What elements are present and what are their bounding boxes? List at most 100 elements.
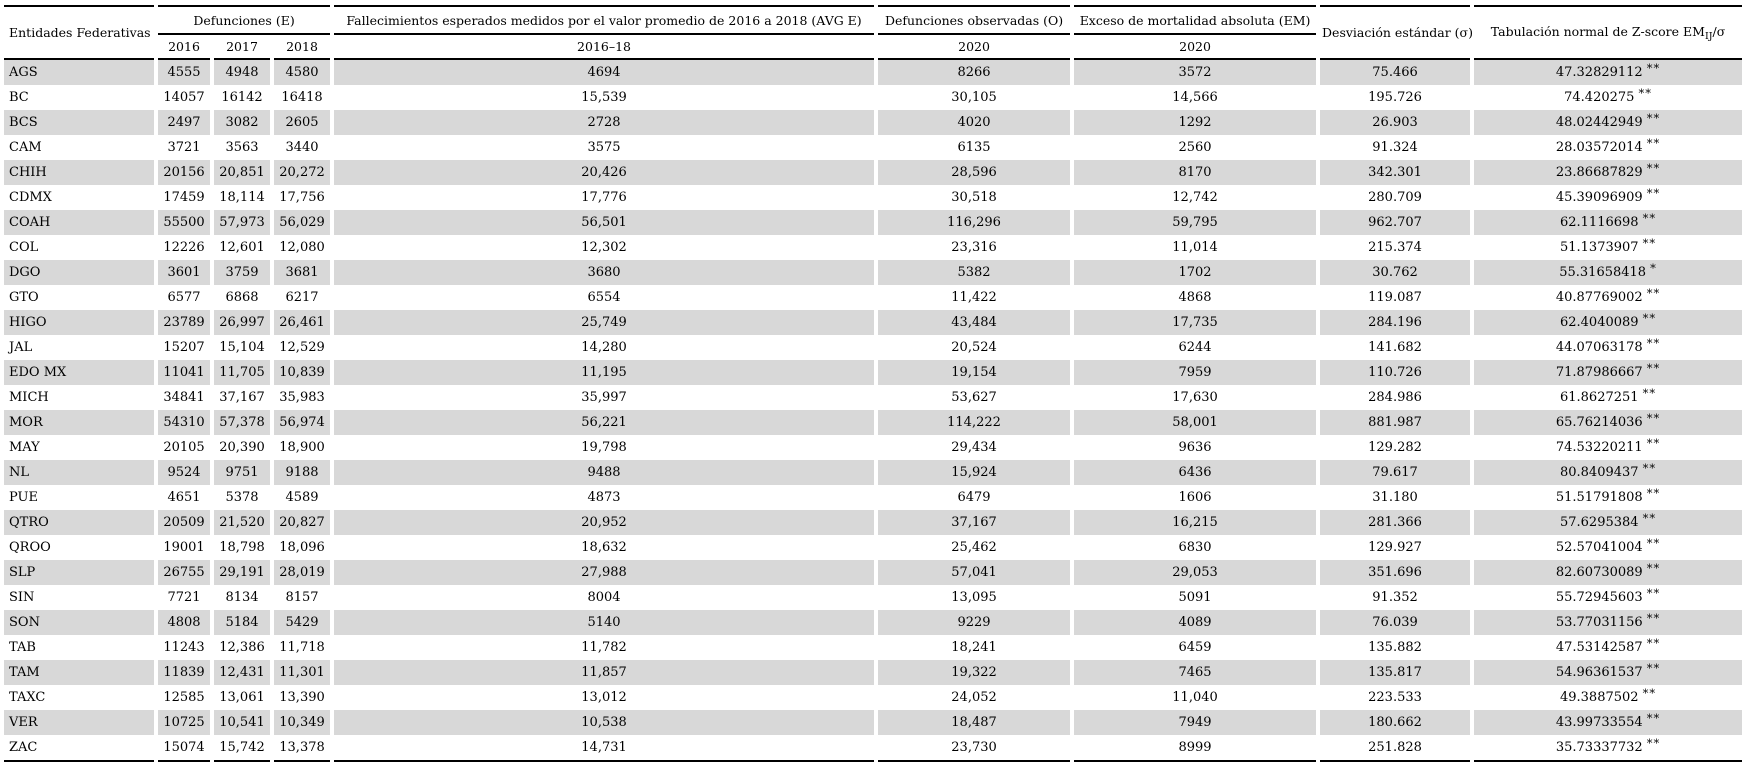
state-cell: TAB xyxy=(9,640,36,655)
excess-mortality-cell: 12,742 xyxy=(1172,190,1218,205)
observed-deaths-cell: 9229 xyxy=(878,610,1071,635)
z-score-cell: 51.1373907 ** xyxy=(1474,235,1742,260)
significance-marker: ** xyxy=(1646,161,1661,175)
deaths-2016-cell: 3721 xyxy=(167,140,201,155)
table-row: BC 14057 16142 16418 15,539 30,105 14,56… xyxy=(4,85,1742,110)
deaths-2016-cell: 2497 xyxy=(158,110,210,135)
significance-marker: ** xyxy=(1646,486,1661,500)
state-cell: BCS xyxy=(4,110,154,135)
subheader-avg-range: 2016–18 xyxy=(334,35,875,60)
observed-deaths-cell: 6135 xyxy=(957,140,991,155)
observed-deaths-cell: 23,730 xyxy=(878,735,1071,762)
excess-mortality-cell: 5091 xyxy=(1178,590,1212,605)
z-score-value: 65.76214036 xyxy=(1555,415,1643,430)
z-score-value: 61.8627251 xyxy=(1559,390,1639,405)
excess-mortality-cell: 4089 xyxy=(1074,610,1317,635)
table-row: MAY 20105 20,390 18,900 19,798 29,434 96… xyxy=(4,435,1742,460)
z-score-header-suffix: /σ xyxy=(1712,23,1726,39)
deaths-2016-cell: 4808 xyxy=(158,610,210,635)
state-cell: MAY xyxy=(9,440,40,455)
table-row: SON 4808 5184 5429 5140 9229 4089 76.039… xyxy=(4,610,1743,635)
state-cell: BC xyxy=(9,90,29,105)
deaths-2016-cell: 15207 xyxy=(163,340,205,355)
table-row: MICH 34841 37,167 35,983 35,997 53,627 1… xyxy=(4,385,1742,410)
state-cell: TAM xyxy=(4,660,154,685)
significance-marker: ** xyxy=(1646,711,1661,725)
table-row: JAL 15207 15,104 12,529 14,280 20,524 62… xyxy=(4,335,1742,360)
expected-avg-cell: 18,632 xyxy=(581,540,627,555)
deaths-2016-cell: 14057 xyxy=(163,90,205,105)
significance-marker: ** xyxy=(1646,61,1661,75)
observed-deaths-cell: 57,041 xyxy=(878,560,1071,585)
z-score-cell: 23.86687829 ** xyxy=(1474,160,1743,185)
significance-marker: ** xyxy=(1646,111,1661,125)
deaths-2017-cell: 3082 xyxy=(214,110,270,135)
z-score-header-subscript: IJ xyxy=(1704,30,1713,42)
z-score-value: 23.86687829 xyxy=(1555,165,1643,180)
deaths-2018-cell: 16418 xyxy=(281,90,323,105)
deaths-2018-cell: 20,272 xyxy=(274,160,331,185)
excess-mortality-cell: 9636 xyxy=(1178,440,1212,455)
excess-mortality-cell: 2560 xyxy=(1178,140,1212,155)
z-score-cell: 71.87986667 ** xyxy=(1474,360,1743,385)
state-cell: GTO xyxy=(9,290,39,305)
z-score-cell: 55.31658418 * xyxy=(1474,260,1743,285)
z-score-cell: 53.77031156 ** xyxy=(1474,610,1743,635)
observed-deaths-cell: 37,167 xyxy=(878,510,1071,535)
state-cell: EDO MX xyxy=(4,360,154,385)
table-row: SLP 26755 29,191 28,019 27,988 57,041 29… xyxy=(4,560,1743,585)
std-deviation-cell: 119.087 xyxy=(1368,290,1422,305)
z-score-value: 62.4040089 xyxy=(1559,315,1639,330)
deaths-2016-cell: 23789 xyxy=(158,310,210,335)
state-cell: QTRO xyxy=(4,510,154,535)
observed-deaths-cell: 29,434 xyxy=(951,440,997,455)
deaths-2017-cell: 12,431 xyxy=(214,660,270,685)
significance-marker: ** xyxy=(1646,611,1661,625)
observed-deaths-cell: 23,316 xyxy=(951,240,997,255)
z-score-cell: 80.8409437 ** xyxy=(1474,460,1743,485)
deaths-2016-cell: 9524 xyxy=(158,460,210,485)
std-deviation-cell: 76.039 xyxy=(1320,610,1471,635)
excess-mortality-cell: 11,014 xyxy=(1172,240,1218,255)
deaths-2017-cell: 11,705 xyxy=(214,360,270,385)
deaths-2018-cell: 11,718 xyxy=(279,640,325,655)
deaths-2016-cell: 4555 xyxy=(158,60,210,85)
z-score-value: 71.87986667 xyxy=(1555,365,1643,380)
observed-deaths-cell: 28,596 xyxy=(878,160,1071,185)
deaths-2018-cell: 28,019 xyxy=(274,560,331,585)
z-score-value: 80.8409437 xyxy=(1559,465,1639,480)
z-score-value: 43.99733554 xyxy=(1555,715,1643,730)
state-cell: CHIH xyxy=(4,160,154,185)
significance-marker: ** xyxy=(1646,186,1661,200)
expected-avg-cell: 2728 xyxy=(334,110,875,135)
table-row: COAH 55500 57,973 56,029 56,501 116,296 … xyxy=(4,210,1743,235)
z-score-cell: 35.73337732 ** xyxy=(1474,735,1743,762)
z-score-header-text: Tabulación normal de Z-score EM xyxy=(1490,23,1705,39)
deaths-2016-cell: 11839 xyxy=(158,660,210,685)
z-score-value: 55.72945603 xyxy=(1555,590,1643,605)
excess-mortality-cell: 7949 xyxy=(1074,710,1317,735)
state-cell: MOR xyxy=(4,410,154,435)
z-score-value: 45.39096909 xyxy=(1555,190,1643,205)
deaths-2017-cell: 4948 xyxy=(214,60,270,85)
table-row: EDO MX 11041 11,705 10,839 11,195 19,154… xyxy=(4,360,1743,385)
z-score-value: 62.1116698 xyxy=(1559,215,1639,230)
deaths-2017-cell: 20,390 xyxy=(219,440,265,455)
deaths-2018-cell: 17,756 xyxy=(279,190,325,205)
std-deviation-cell: 215.374 xyxy=(1368,240,1422,255)
z-score-value: 28.03572014 xyxy=(1555,140,1643,155)
state-cell: CAM xyxy=(9,140,42,155)
observed-deaths-cell: 53,627 xyxy=(951,390,997,405)
excess-mortality-cell: 6244 xyxy=(1178,340,1212,355)
state-cell: SIN xyxy=(9,590,35,605)
deaths-2017-cell: 5378 xyxy=(225,490,259,505)
observed-deaths-cell: 4020 xyxy=(878,110,1071,135)
deaths-2016-cell: 54310 xyxy=(158,410,210,435)
state-cell: AGS xyxy=(4,60,154,85)
significance-marker: ** xyxy=(1638,86,1652,100)
deaths-2017-cell: 21,520 xyxy=(214,510,270,535)
deaths-2017-cell: 6868 xyxy=(225,290,259,305)
deaths-2016-cell: 12226 xyxy=(163,240,205,255)
significance-marker: ** xyxy=(1646,536,1661,550)
excess-mortality-cell: 1606 xyxy=(1178,490,1212,505)
